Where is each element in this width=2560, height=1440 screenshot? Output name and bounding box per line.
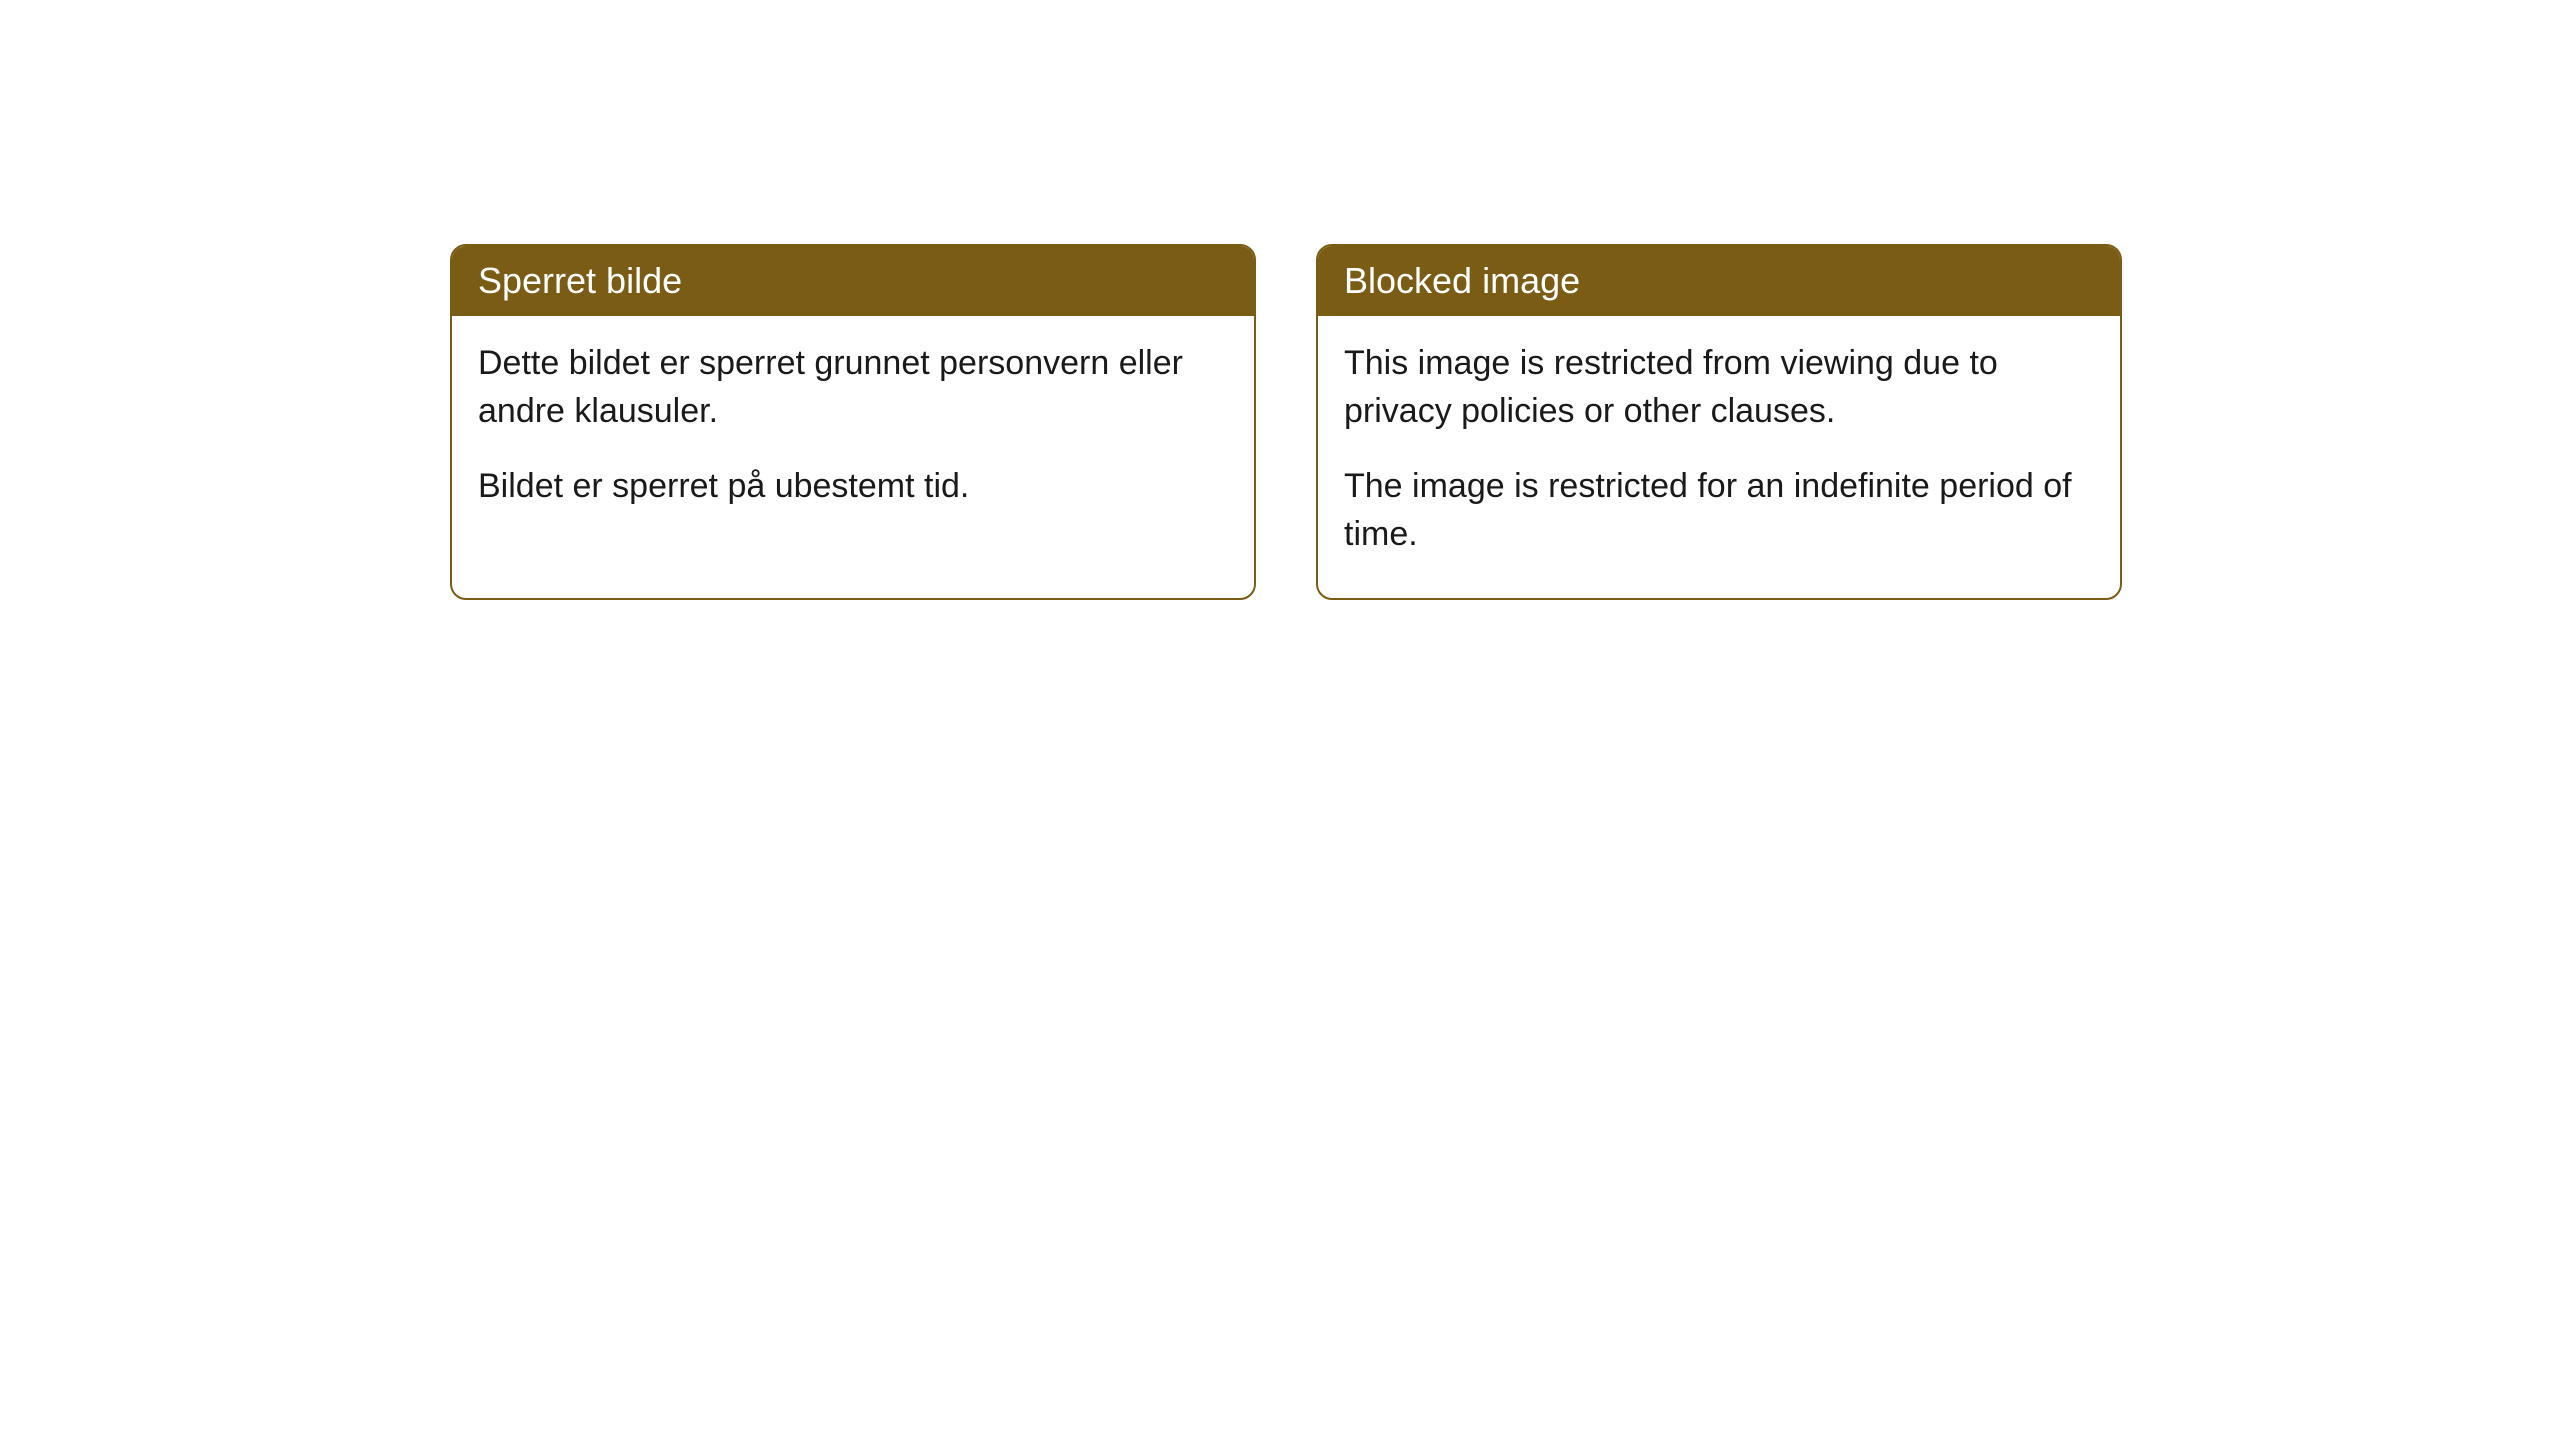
card-title: Blocked image <box>1344 260 1580 301</box>
card-header: Blocked image <box>1318 246 2120 316</box>
blocked-image-card-norwegian: Sperret bilde Dette bildet er sperret gr… <box>450 244 1256 600</box>
card-paragraph-1: This image is restricted from viewing du… <box>1344 340 2094 435</box>
card-paragraph-1: Dette bildet er sperret grunnet personve… <box>478 340 1228 435</box>
card-header: Sperret bilde <box>452 246 1254 316</box>
blocked-image-card-english: Blocked image This image is restricted f… <box>1316 244 2122 600</box>
card-body: Dette bildet er sperret grunnet personve… <box>452 316 1254 551</box>
card-paragraph-2: The image is restricted for an indefinit… <box>1344 463 2094 558</box>
card-title: Sperret bilde <box>478 260 682 301</box>
card-paragraph-2: Bildet er sperret på ubestemt tid. <box>478 463 1228 511</box>
notification-cards-row: Sperret bilde Dette bildet er sperret gr… <box>450 244 2122 600</box>
card-body: This image is restricted from viewing du… <box>1318 316 2120 598</box>
